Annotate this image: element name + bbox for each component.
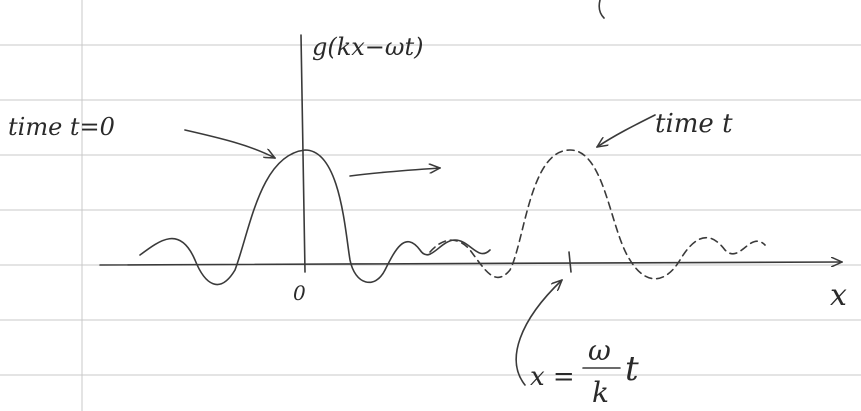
position-denominator: k — [592, 376, 609, 409]
arrow-motion — [350, 168, 440, 176]
diagram: g(kx−ωt) time t=0 time t 0 x x = ω k t — [0, 0, 861, 411]
arrow-t — [597, 115, 655, 147]
label-origin: 0 — [293, 281, 306, 305]
position-lhs: x = — [530, 362, 575, 392]
wave-t — [430, 150, 765, 279]
y-axis — [301, 35, 305, 272]
label-time-t: time t — [655, 109, 733, 139]
position-numerator: ω — [588, 334, 611, 367]
label-time-zero: time t=0 — [8, 113, 115, 141]
paper-lines — [0, 0, 861, 411]
position-factor: t — [625, 349, 639, 389]
position-tick — [569, 252, 571, 272]
label-x: x — [830, 278, 847, 313]
scribble — [599, 0, 604, 18]
arrow-t0 — [185, 130, 275, 158]
axis-label: g(kx−ωt) — [312, 33, 424, 61]
